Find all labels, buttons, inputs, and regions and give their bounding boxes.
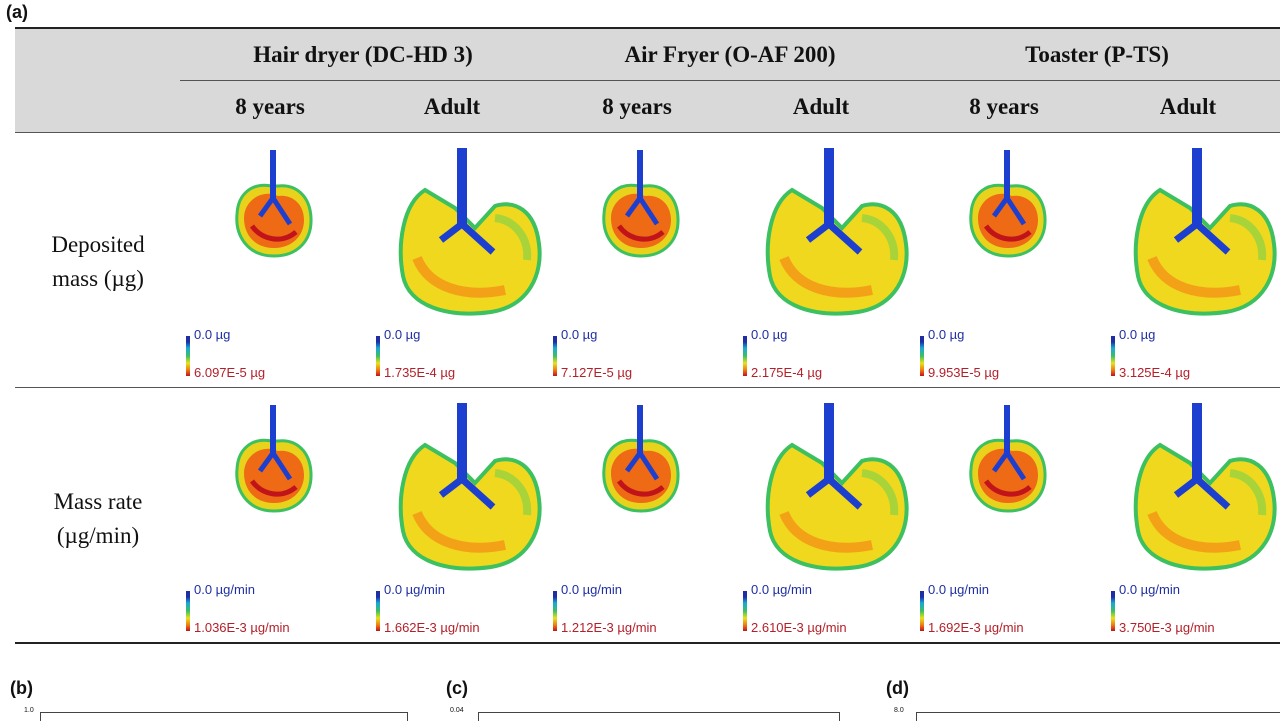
age-header-3: 8 years	[602, 94, 672, 119]
panel-d-plot-frame	[916, 712, 1280, 721]
lung-deposited-toaster-8y	[969, 150, 1047, 258]
device-title-air-fryer: Air Fryer (O-AF 200)	[624, 42, 836, 67]
lung-rate-toaster-adult	[1133, 403, 1277, 571]
lung-deposited-air-fryer-8y	[602, 150, 680, 258]
colorbar-gradient	[1111, 591, 1115, 631]
colorbar-max-label: 7.127E-5 µg	[561, 365, 633, 380]
colorbar-gradient	[553, 336, 557, 376]
colorbar-max-label: 3.750E-3 µg/min	[1119, 620, 1215, 635]
age-header-2: Adult	[423, 94, 481, 119]
colorbar-min-label: 0.0 µg	[928, 327, 965, 342]
lung-deposited-hair-dryer-adult	[398, 148, 542, 316]
colorbar-min-label: 0.0 µg	[751, 327, 788, 342]
header-bottom-rule	[15, 132, 1280, 133]
colorbar-gradient	[920, 591, 924, 631]
colorbar-gradient	[186, 591, 190, 631]
colorbar-max-label: 3.125E-4 µg	[1119, 365, 1191, 380]
age-header-4: Adult	[792, 94, 850, 119]
row-label-rate-line1: Mass rate	[53, 489, 143, 514]
device-title-toaster: Toaster (P-TS)	[1025, 42, 1169, 67]
lung-rate-air-fryer-8y	[602, 405, 680, 513]
panel-c-plot-frame	[478, 712, 840, 721]
colorbar-max-label: 9.953E-5 µg	[928, 365, 1000, 380]
panel-b-label: (b)	[10, 678, 33, 698]
row-label-mass-rate: Mass rate (µg/min)	[18, 485, 178, 553]
colorbar-max-label: 2.175E-4 µg	[751, 365, 823, 380]
colorbar-max-label: 1.735E-4 µg	[384, 365, 456, 380]
colorbar-gradient	[1111, 336, 1115, 376]
age-header-5: 8 years	[969, 94, 1039, 119]
lung-rate-hair-dryer-8y	[235, 405, 313, 513]
panel-b-plot-frame	[40, 712, 408, 721]
lung-rate-air-fryer-adult	[765, 403, 909, 571]
lung-deposited-hair-dryer-8y	[235, 150, 313, 258]
row-label-rate-line2: (µg/min)	[56, 523, 140, 548]
age-header-6: Adult	[1159, 94, 1217, 119]
colorbar-min-label: 0.0 µg/min	[561, 582, 622, 597]
colorbar-min-label: 0.0 µg	[1119, 327, 1156, 342]
colorbar-min-label: 0.0 µg	[384, 327, 421, 342]
colorbar-max-label: 1.036E-3 µg/min	[194, 620, 290, 635]
row-label-deposited: Deposited mass (µg)	[18, 228, 178, 296]
colorbar-gradient	[920, 336, 924, 376]
lung-rate-toaster-8y	[969, 405, 1047, 513]
colorbar-max-label: 1.212E-3 µg/min	[561, 620, 657, 635]
panel-b-ytick: 1.0	[24, 707, 34, 714]
top-rule	[15, 27, 1280, 29]
panel-a-label: (a)	[6, 2, 28, 22]
panel-d-label: (d)	[886, 678, 909, 698]
colorbar-gradient	[186, 336, 190, 376]
colorbar-max-label: 6.097E-5 µg	[194, 365, 266, 380]
age-header-1: 8 years	[235, 94, 305, 119]
row-label-deposited-line1: Deposited	[51, 232, 145, 257]
lung-deposited-air-fryer-adult	[765, 148, 909, 316]
colorbar-max-label: 1.662E-3 µg/min	[384, 620, 480, 635]
panel-c-ytick: 0.04	[450, 707, 464, 714]
colorbar-min-label: 0.0 µg/min	[194, 582, 255, 597]
colorbar-max-label: 2.610E-3 µg/min	[751, 620, 847, 635]
colorbar-min-label: 0.0 µg	[561, 327, 598, 342]
colorbar-min-label: 0.0 µg/min	[928, 582, 989, 597]
colorbar-gradient	[743, 336, 747, 376]
table-bottom-rule	[15, 642, 1280, 644]
panel-c-label: (c)	[446, 678, 468, 698]
colorbar-min-label: 0.0 µg/min	[1119, 582, 1180, 597]
lung-deposited-toaster-adult	[1133, 148, 1277, 316]
colorbar-max-label: 1.692E-3 µg/min	[928, 620, 1024, 635]
panel-d-ytick: 8.0	[894, 707, 904, 714]
header-mid-rule	[180, 80, 1280, 81]
row-divider	[15, 387, 1280, 388]
colorbar-gradient	[743, 591, 747, 631]
colorbar-min-label: 0.0 µg	[194, 327, 231, 342]
colorbar-gradient	[376, 336, 380, 376]
colorbar-gradient	[376, 591, 380, 631]
lung-rate-hair-dryer-adult	[398, 403, 542, 571]
row-label-deposited-line2: mass (µg)	[52, 266, 144, 291]
colorbar-min-label: 0.0 µg/min	[751, 582, 812, 597]
colorbar-gradient	[553, 591, 557, 631]
colorbar-min-label: 0.0 µg/min	[384, 582, 445, 597]
device-title-hair-dryer: Hair dryer (DC-HD 3)	[253, 42, 473, 67]
